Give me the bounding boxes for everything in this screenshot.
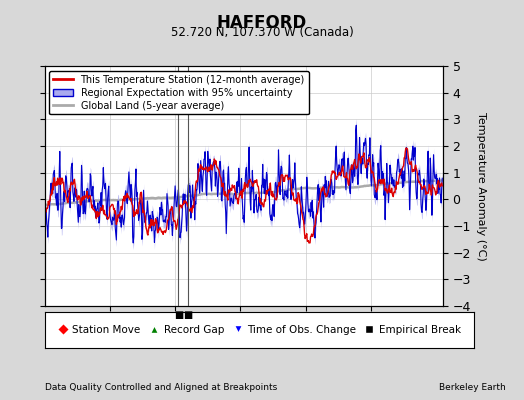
Text: Data Quality Controlled and Aligned at Breakpoints: Data Quality Controlled and Aligned at B… [45, 383, 277, 392]
Text: ■: ■ [183, 310, 193, 320]
Legend: Station Move, Record Gap, Time of Obs. Change, Empirical Break: Station Move, Record Gap, Time of Obs. C… [53, 321, 465, 339]
Text: ■: ■ [174, 310, 183, 320]
Legend: This Temperature Station (12-month average), Regional Expectation with 95% uncer: This Temperature Station (12-month avera… [49, 71, 309, 114]
Y-axis label: Temperature Anomaly (°C): Temperature Anomaly (°C) [476, 112, 486, 260]
Text: 52.720 N, 107.370 W (Canada): 52.720 N, 107.370 W (Canada) [171, 26, 353, 39]
Text: HAFFORD: HAFFORD [217, 14, 307, 32]
Text: Berkeley Earth: Berkeley Earth [439, 383, 506, 392]
